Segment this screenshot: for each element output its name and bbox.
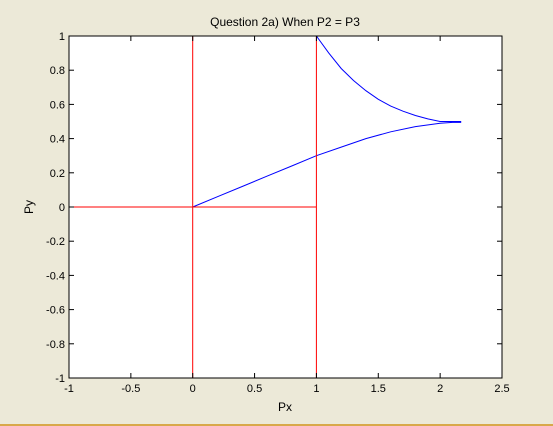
- window-bottom-border: [0, 424, 553, 426]
- plot-title: Question 2a) When P2 = P3: [210, 15, 360, 29]
- series-line-1: [315, 35, 462, 122]
- tick-layer: -1 -0.5 0 0.5 1 1.5 2 2.5 -1 -0.8 -0.6 -0.4 -0.2 0 0.2…: [46, 31, 510, 395]
- y-tick-label: -1: [55, 373, 65, 385]
- y-tick-label: -0.2: [46, 236, 65, 248]
- y-axis-label: Py: [22, 200, 36, 214]
- y-tick-label: -0.4: [46, 270, 65, 282]
- y-tick-label: 0: [59, 202, 65, 214]
- y-tick-label: -0.8: [46, 339, 65, 351]
- y-tick-label: -0.6: [46, 305, 65, 317]
- x-tick-label: -1: [64, 383, 74, 395]
- x-tick-label: 0: [190, 383, 196, 395]
- x-tick-label: 1: [313, 383, 319, 395]
- y-tick-label: 0.4: [50, 134, 65, 146]
- x-axis-label: Px: [278, 400, 292, 414]
- x-tick-label: 2.5: [494, 383, 509, 395]
- x-tick-label: 0.5: [247, 383, 262, 395]
- x-tick-label: -0.5: [121, 383, 140, 395]
- y-tick-label: 0.2: [50, 168, 65, 180]
- y-tick-label: 1: [59, 31, 65, 43]
- x-tick-label: 1.5: [371, 383, 386, 395]
- series-line-0: [192, 121, 462, 208]
- x-tick-label: 2: [437, 383, 443, 395]
- y-tick-label: 0.8: [50, 65, 65, 77]
- y-tick-label: 0.6: [50, 99, 65, 111]
